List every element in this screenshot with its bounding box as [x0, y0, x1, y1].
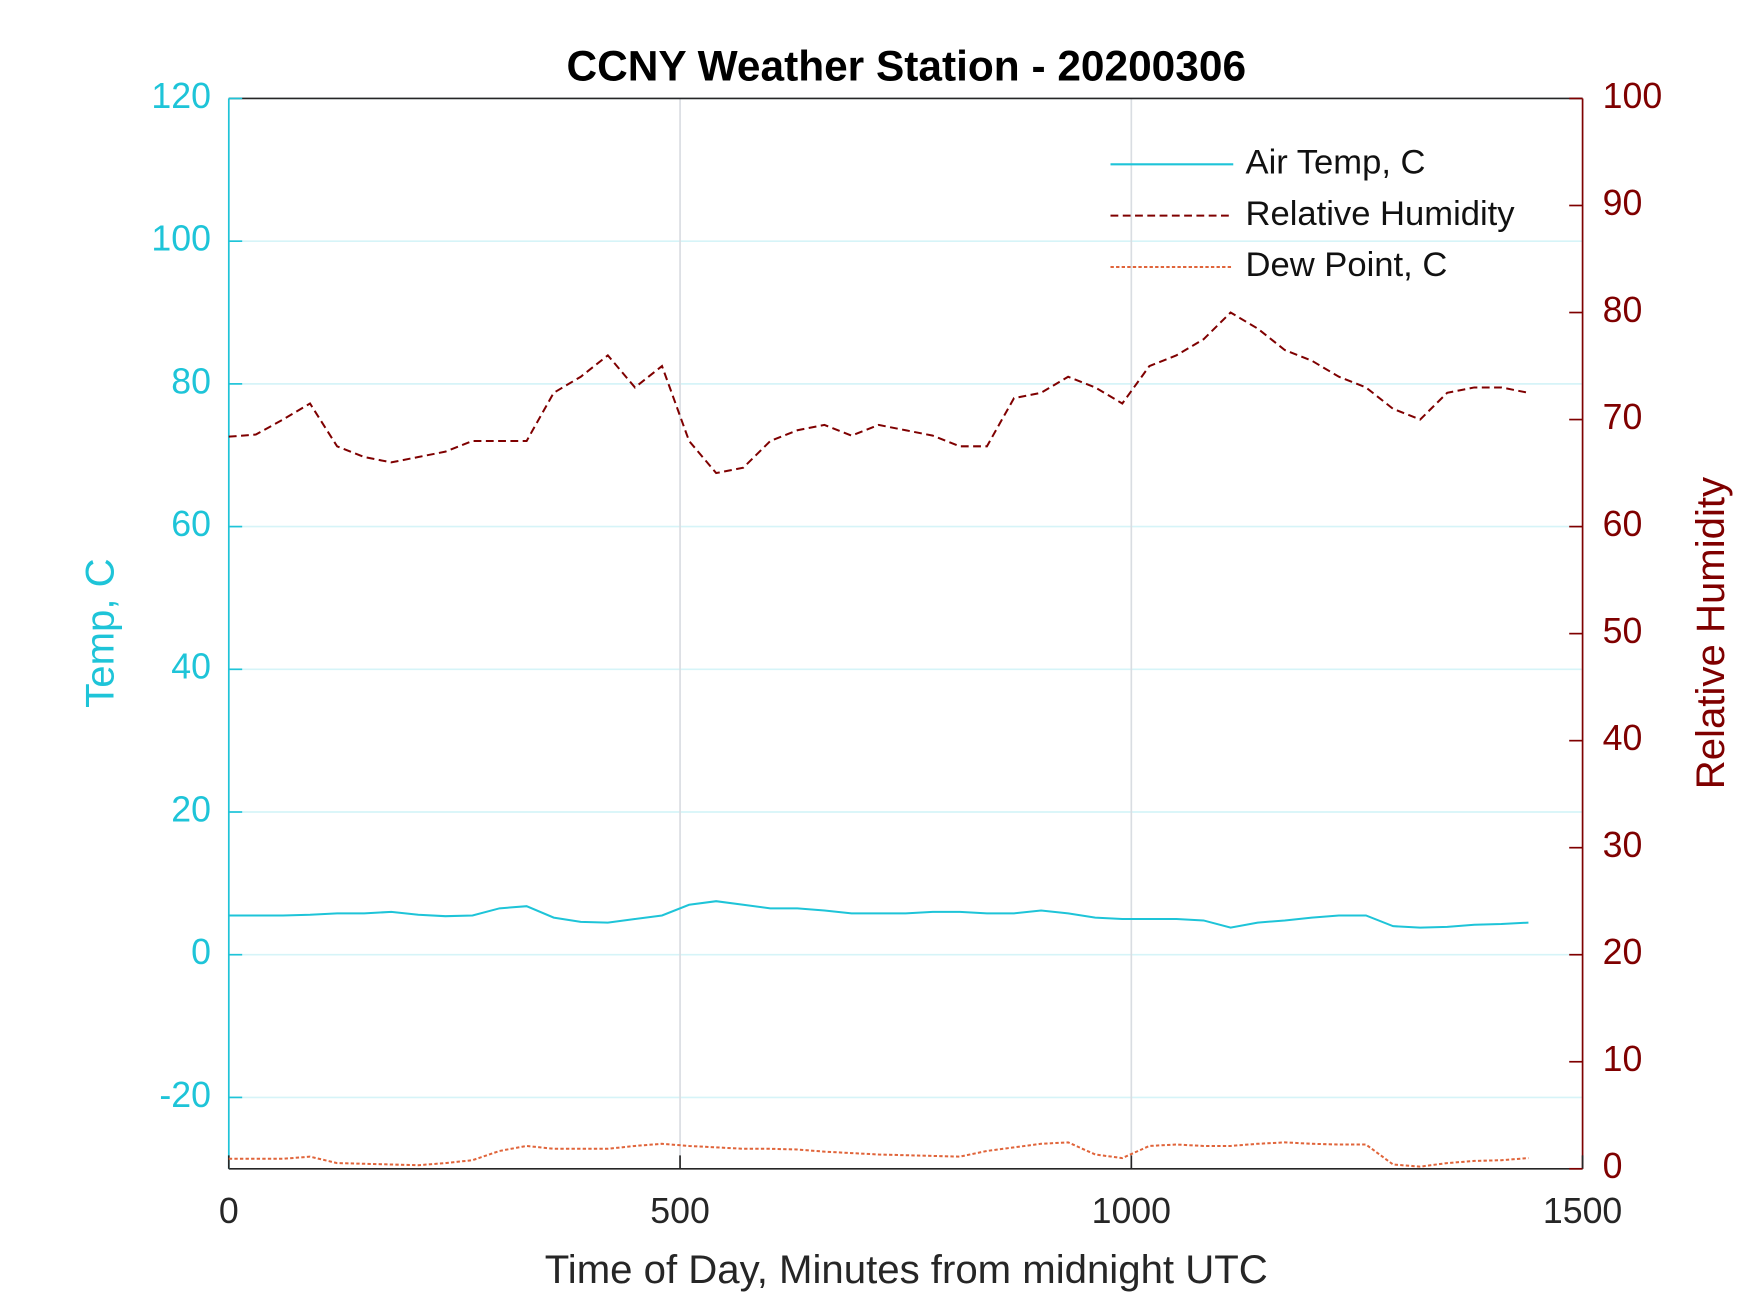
y-tick-label: 100 [151, 219, 211, 259]
series-line [228, 311, 1529, 475]
y-tick-label: 0 [191, 932, 211, 972]
series-line [228, 900, 1529, 929]
y2-tick-label: 100 [1603, 76, 1663, 116]
legend-label: Dew Point, C [1246, 246, 1448, 284]
chart-title: CCNY Weather Station - 20200306 [566, 43, 1246, 90]
legend-label: Air Temp, C [1246, 143, 1426, 181]
y2-axis-label: Relative Humidity [1688, 477, 1733, 789]
series-line [228, 1141, 1529, 1168]
x-axis-label: Time of Day, Minutes from midnight UTC [545, 1247, 1268, 1292]
y-tick-label: 120 [151, 76, 211, 116]
y-tick-label: 60 [171, 504, 211, 544]
legend-label: Relative Humidity [1246, 195, 1516, 233]
y-tick-label: -20 [159, 1075, 211, 1115]
y-tick-label: 20 [171, 789, 211, 829]
y2-tick-label: 90 [1603, 183, 1643, 223]
y2-tick-label: 30 [1603, 825, 1643, 865]
x-tick-label: 1500 [1543, 1191, 1622, 1231]
y2-tick-label: 0 [1603, 1146, 1623, 1186]
y-tick-label: 80 [171, 361, 211, 401]
y2-tick-label: 10 [1603, 1039, 1643, 1079]
y2-tick-label: 20 [1603, 932, 1643, 972]
y-axis-label: Temp, C [77, 558, 122, 708]
x-tick-label: 0 [219, 1191, 239, 1231]
y2-tick-label: 70 [1603, 397, 1643, 437]
x-tick-label: 500 [650, 1191, 710, 1231]
y2-tick-label: 50 [1603, 611, 1643, 651]
y-tick-label: 40 [171, 647, 211, 687]
y2-tick-label: 60 [1603, 504, 1643, 544]
y2-tick-label: 80 [1603, 290, 1643, 330]
y2-tick-label: 40 [1603, 718, 1643, 758]
x-tick-label: 1000 [1092, 1191, 1171, 1231]
